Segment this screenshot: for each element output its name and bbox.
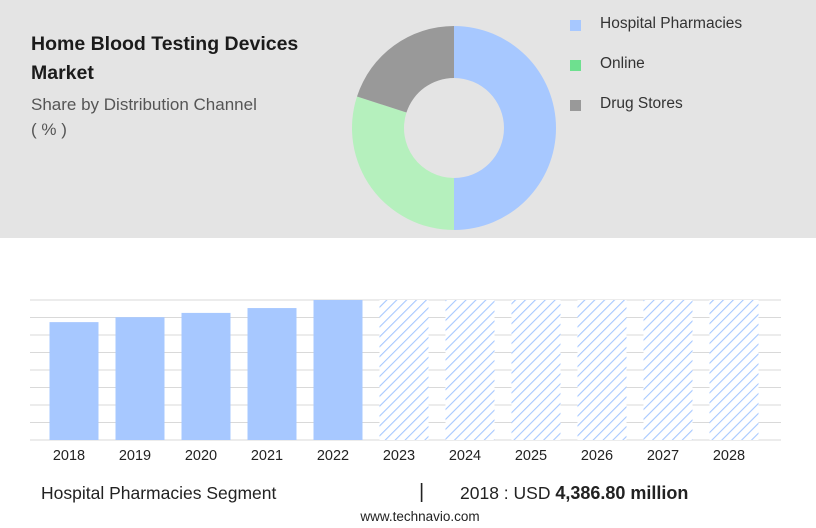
forecast-bar-2025 [511,300,561,440]
bar-2020 [181,312,231,440]
forecast-bar-2027 [643,300,693,440]
x-tick-label-2025: 2025 [515,448,547,464]
chart-title: Home Blood Testing Devices Market [31,33,299,84]
x-tick-label-2024: 2024 [449,448,481,464]
x-tick-label-2028: 2028 [713,448,745,464]
forecast-bar-2028 [709,300,759,440]
x-tick-label-2022: 2022 [317,448,349,464]
subtitle-text: Share by Distribution Channel [31,95,257,114]
bar-2018 [49,322,99,440]
bar-2021 [247,308,297,440]
site-url: www.technavio.com [360,509,480,524]
donut-slice-drug-stores [356,26,454,113]
forecast-bar-2023 [379,300,429,440]
segment-year-label: 2018 : USD [460,483,551,503]
donut-svg [351,26,556,230]
bar-2019 [115,317,165,440]
segment-value: 2018 : USD 4,386.80 million [460,483,688,504]
legend-swatch-hospital-pharmacies [570,20,581,31]
x-tick-label-2026: 2026 [581,448,613,464]
donut-chart [351,26,557,230]
legend-swatch-online [570,60,581,71]
summary-panel: Home Blood Testing Devices Market Share … [0,0,816,238]
legend-label-hospital-pharmacies: Hospital Pharmacies [600,15,743,32]
x-tick-label-2020: 2020 [185,448,217,464]
footer-divider: | [419,481,425,503]
bar-chart-svg: 2018 2019 2020 2021 2022 2023 2024 2025 2026 2027… [30,299,781,464]
bar-2022 [313,300,363,440]
legend-label-drug-stores: Drug Stores [600,95,683,112]
donut-slice-hospital-pharmacies [454,26,556,230]
legend-label-online: Online [600,55,645,72]
x-tick-label-2027: 2027 [647,448,679,464]
segment-value-amount: 4,386.80 million [555,483,689,503]
forecast-bar-2024 [445,300,495,440]
segment-label: Hospital Pharmacies Segment [41,483,277,503]
x-tick-label-2019: 2019 [119,448,151,464]
bar-chart: 2018 2019 2020 2021 2022 2023 2024 2025 2026 2027… [0,290,816,470]
x-tick-label-2018: 2018 [53,448,85,464]
x-tick-label-2021: 2021 [251,448,283,464]
chart-subtitle: Share by Distribution Channel ( % ) [31,92,331,142]
legend-swatch-drug-stores [570,100,581,111]
unit-text: ( % ) [31,120,67,139]
forecast-bar-2026 [577,300,627,440]
donut-slice-online [351,96,454,230]
x-tick-label-2023: 2023 [383,448,415,464]
